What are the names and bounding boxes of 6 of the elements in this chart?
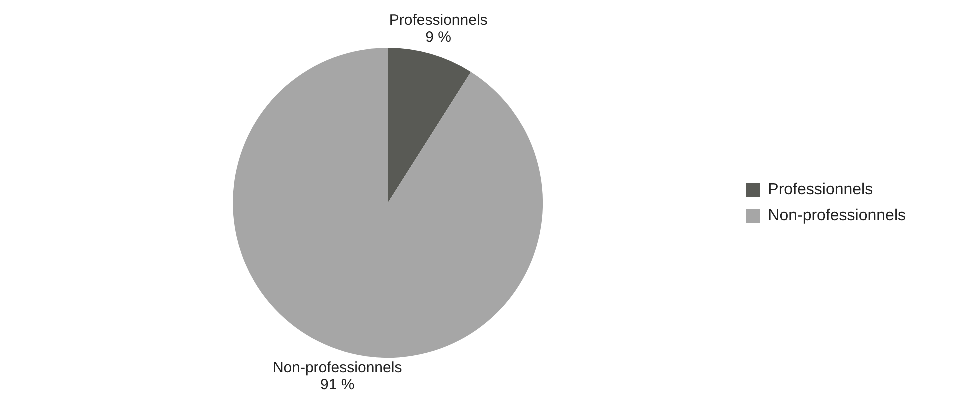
legend-label: Non-professionnels [768, 207, 906, 224]
slice-label: Non-professionnels [272, 359, 402, 376]
data-label: 9 % [426, 28, 452, 46]
legend-label: Professionnels [768, 181, 874, 198]
slice-label: Professionnels [389, 12, 488, 29]
data-label: 91 % [320, 376, 355, 394]
